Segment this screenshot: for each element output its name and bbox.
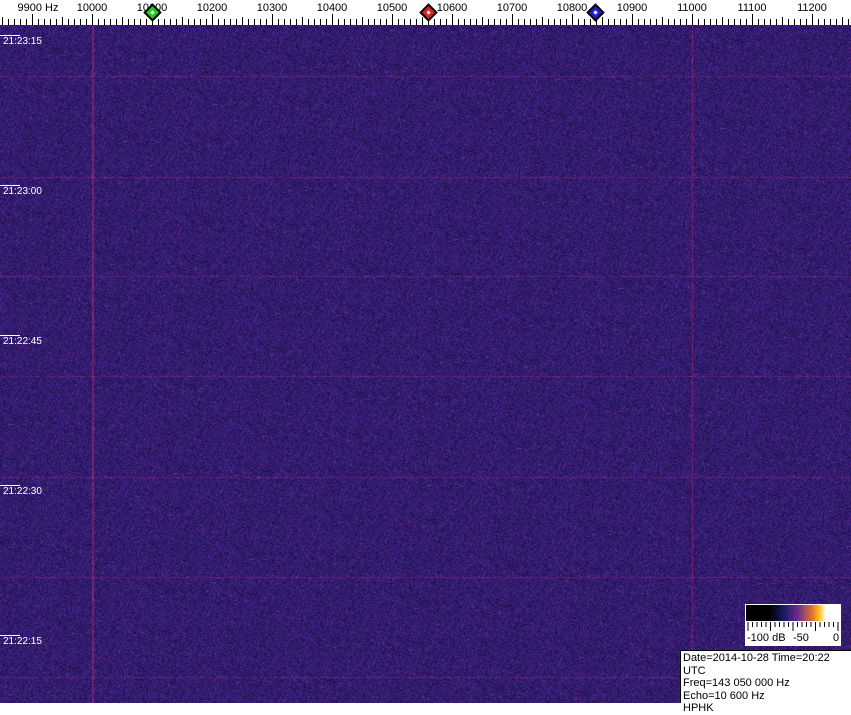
time-tick bbox=[0, 335, 20, 336]
scale-label-max: 0 bbox=[833, 632, 840, 644]
frequency-label: 10700 bbox=[496, 2, 528, 14]
frequency-label: 11100 bbox=[737, 2, 767, 14]
scale-label-mid: -50 bbox=[793, 632, 809, 644]
time-tick bbox=[0, 485, 20, 486]
time-label: 21:23:15 bbox=[3, 36, 42, 47]
time-tick bbox=[0, 185, 20, 186]
spectrogram-canvas[interactable] bbox=[0, 25, 851, 703]
frequency-label: 10900 bbox=[616, 2, 648, 14]
frequency: Freq=143 050 000 Hz bbox=[683, 677, 790, 689]
time-label: 21:23:00 bbox=[3, 186, 42, 197]
frequency-label: 10500 bbox=[376, 2, 408, 14]
scale-label-min: -100 dB bbox=[747, 632, 786, 644]
frequency-label: 9900 Hz bbox=[17, 2, 59, 14]
frequency-label: 11200 bbox=[797, 2, 827, 14]
frequency-label: 10600 bbox=[436, 2, 468, 14]
station: HPHK bbox=[683, 702, 714, 714]
frequency-label: 10000 bbox=[76, 2, 108, 14]
frequency-label: 11000 bbox=[677, 2, 707, 14]
time-tick bbox=[0, 35, 20, 36]
frequency-axis[interactable]: 9900 Hz100001010010200103001040010500106… bbox=[0, 0, 851, 25]
echo: Echo=10 600 Hz bbox=[683, 689, 765, 702]
frequency-label: 10400 bbox=[316, 2, 348, 14]
frequency-label: 10800 bbox=[556, 2, 588, 14]
date-time: Date=2014-10-28 Time=20:22 UTC bbox=[683, 652, 830, 677]
time-label: 21:22:45 bbox=[3, 336, 42, 347]
frequency-label: 10200 bbox=[196, 2, 228, 14]
frequency-ticks bbox=[2, 14, 849, 25]
time-tick bbox=[0, 635, 20, 636]
color-gradient bbox=[746, 605, 840, 621]
color-scale-ticks bbox=[747, 622, 839, 631]
color-scale-legend: -100 dB -50 0 bbox=[745, 604, 841, 646]
time-label: 21:22:15 bbox=[3, 636, 42, 647]
time-label: 21:22:30 bbox=[3, 486, 42, 497]
info-box: Date=2014-10-28 Time=20:22 UTC Freq=143 … bbox=[680, 650, 851, 714]
frequency-label: 10300 bbox=[256, 2, 288, 14]
